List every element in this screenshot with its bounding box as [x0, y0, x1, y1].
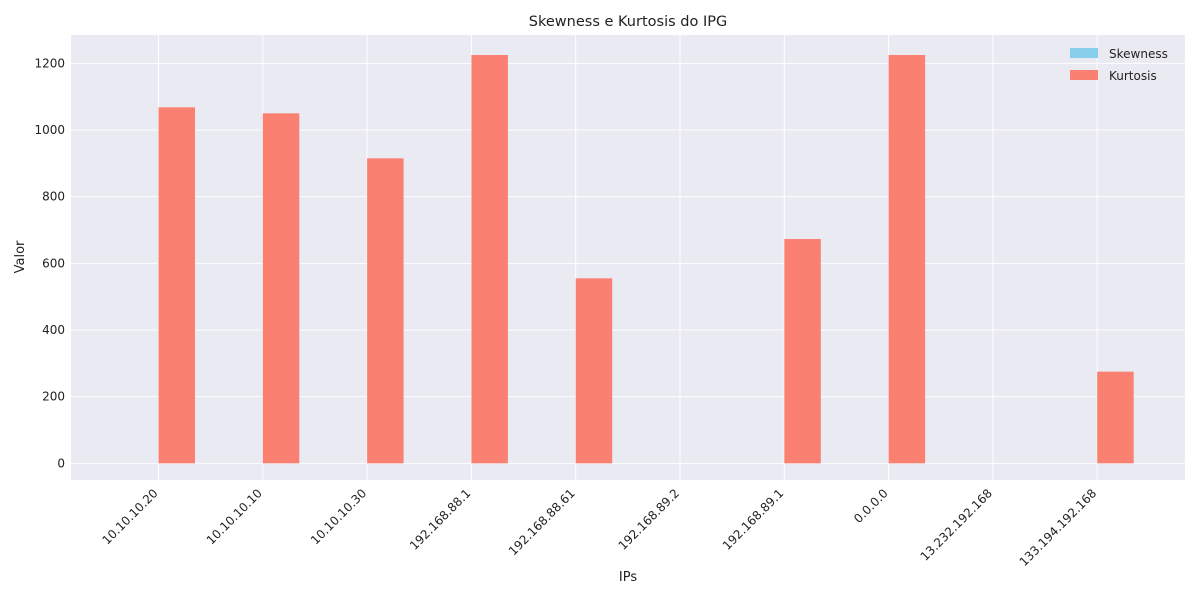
x-tick-label: 192.168.88.1 [407, 486, 474, 553]
bar-kurtosis-2 [367, 158, 404, 464]
y-axis-ticks: 0 200 400 600 800 1000 1200 [34, 56, 65, 470]
x-tick-label: 0.0.0.0 [851, 486, 891, 526]
x-tick-label: 10.10.10.30 [308, 486, 369, 547]
plot-area [71, 35, 1185, 480]
x-axis-label: IPs [619, 570, 637, 585]
legend-label-kurtosis: Kurtosis [1109, 69, 1157, 83]
x-tick-label: 192.168.89.2 [616, 486, 683, 553]
x-axis-ticks: 10.10.10.20 10.10.10.10 10.10.10.30 192.168… [99, 486, 1099, 569]
x-tick-label: 192.168.89.1 [720, 486, 787, 553]
x-tick-label: 10.10.10.10 [204, 486, 265, 547]
bar-kurtosis-3 [471, 55, 508, 464]
legend-label-skewness: Skewness [1109, 47, 1168, 61]
bar-kurtosis-1 [262, 113, 300, 464]
y-tick-label: 400 [42, 323, 65, 337]
bar-kurtosis-7 [888, 55, 926, 464]
legend: Skewness Kurtosis [1070, 47, 1168, 83]
y-tick-label: 1000 [34, 123, 65, 137]
y-tick-label: 1200 [34, 56, 65, 70]
x-tick-label: 133.194.192.168 [1017, 486, 1100, 569]
legend-swatch-kurtosis [1070, 70, 1098, 80]
bars [158, 55, 1134, 464]
y-tick-label: 0 [57, 456, 65, 470]
x-tick-label: 10.10.10.20 [99, 486, 160, 547]
y-axis-label: Valor [13, 240, 28, 273]
y-tick-label: 600 [42, 256, 65, 270]
bar-kurtosis-6 [784, 239, 821, 464]
bar-kurtosis-9 [1097, 371, 1134, 464]
bar-kurtosis-0 [158, 107, 195, 464]
y-tick-label: 800 [42, 190, 65, 204]
x-tick-label: 13.232.192.168 [918, 486, 995, 563]
bar-kurtosis-4 [575, 278, 613, 464]
y-tick-label: 200 [42, 390, 65, 404]
legend-swatch-skewness [1070, 48, 1098, 58]
chart-title: Skewness e Kurtosis do IPG [529, 14, 727, 30]
x-tick-label: 192.168.88.61 [506, 486, 578, 558]
